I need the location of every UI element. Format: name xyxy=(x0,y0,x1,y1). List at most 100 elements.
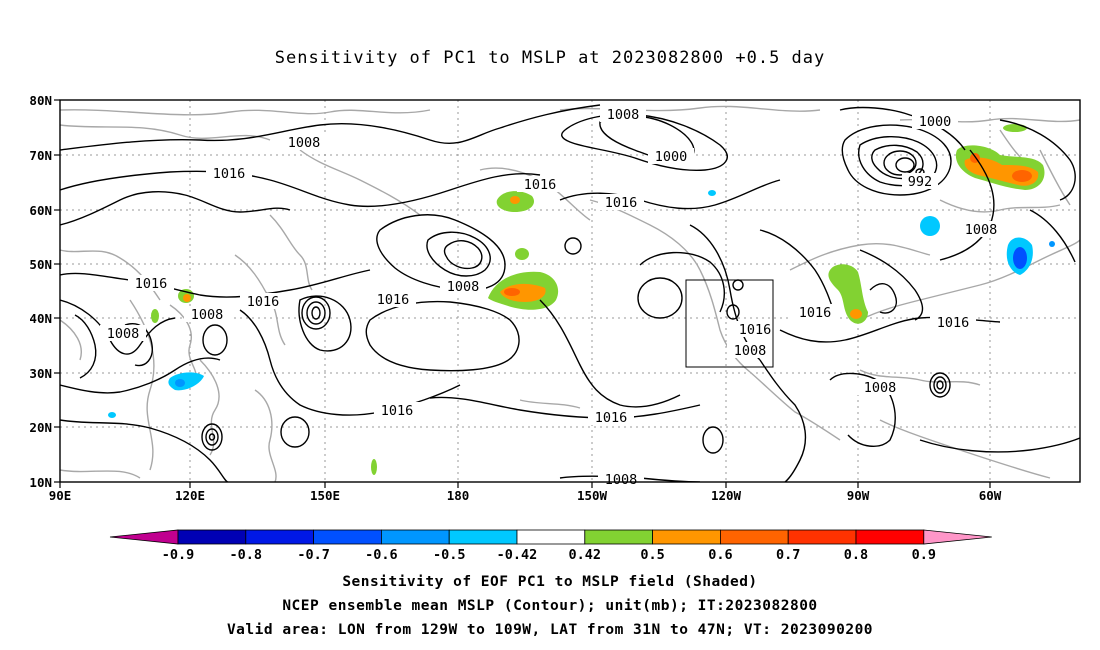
latitude-labels: 80N 70N 60N 50N 40N 30N 20N 10N xyxy=(29,93,52,490)
contour-label: 1008 xyxy=(184,306,230,323)
contour-label: 1008 xyxy=(958,221,1004,238)
colorbar-segment xyxy=(177,529,247,545)
svg-text:1000: 1000 xyxy=(919,114,952,130)
colorbar-label: 0.7 xyxy=(776,547,800,563)
map-frame-background xyxy=(60,100,1080,482)
svg-text:1016: 1016 xyxy=(937,315,970,331)
lon-label: 120W xyxy=(711,488,742,503)
colorbar-segment xyxy=(584,529,653,545)
colorbar-segment xyxy=(516,529,586,545)
contour-label: 1008 xyxy=(727,342,773,359)
svg-text:1016: 1016 xyxy=(247,294,280,310)
colorbar-segment xyxy=(448,529,518,545)
contour-label: 1016 xyxy=(240,293,286,310)
colorbar-label: 0.8 xyxy=(844,547,868,563)
contour-label: 1008 xyxy=(600,106,646,123)
lat-label: 60N xyxy=(29,203,52,218)
colorbar-segment xyxy=(787,529,857,545)
colorbar-label: -0.5 xyxy=(433,547,466,563)
colorbar-labels: -0.9 -0.8 -0.7 -0.6 -0.5 -0.42 0.42 0.5 … xyxy=(162,547,936,563)
svg-text:1008: 1008 xyxy=(965,222,998,238)
contour-labels: 1008 1016 1016 1008 1016 1016 1008 1016 … xyxy=(100,106,1004,488)
contour-label: 1016 xyxy=(732,321,778,338)
svg-text:1016: 1016 xyxy=(381,403,414,419)
svg-text:1008: 1008 xyxy=(605,472,638,488)
colorbar-segment xyxy=(652,529,721,545)
caption-line-1: Sensitivity of EOF PC1 to MSLP field (Sh… xyxy=(342,574,758,590)
lat-label: 70N xyxy=(29,148,52,163)
contour-label: 1016 xyxy=(128,275,174,292)
colorbar-label: 0.42 xyxy=(569,547,602,563)
contour-label: 1008 xyxy=(281,134,327,151)
map-title: Sensitivity of PC1 to MSLP at 2023082800… xyxy=(274,48,826,68)
contour-label: 1016 xyxy=(517,176,563,193)
colorbar-segment xyxy=(380,529,450,545)
svg-text:1016: 1016 xyxy=(605,195,638,211)
lat-label: 30N xyxy=(29,366,52,381)
valid-area-box xyxy=(685,279,774,368)
contour-label: 1016 xyxy=(206,165,252,182)
contour-label: 1016 xyxy=(370,291,416,308)
colorbar-label: -0.6 xyxy=(365,547,398,563)
contour-label: 1008 xyxy=(440,278,486,295)
contour-label: 992 xyxy=(902,173,938,190)
colorbar-label: 0.5 xyxy=(640,547,664,563)
svg-text:1008: 1008 xyxy=(107,326,140,342)
svg-text:1016: 1016 xyxy=(524,177,557,193)
contour-label: 1000 xyxy=(912,113,958,130)
svg-text:1016: 1016 xyxy=(377,292,410,308)
colorbar-label: -0.8 xyxy=(230,547,263,563)
colorbar-segment xyxy=(720,529,789,545)
contour-label: 1016 xyxy=(598,194,644,211)
colorbar-label: 0.6 xyxy=(708,547,732,563)
lon-label: 180 xyxy=(447,488,470,503)
lat-label: 20N xyxy=(29,420,52,435)
svg-text:1008: 1008 xyxy=(864,380,897,396)
contour-label: 1008 xyxy=(100,325,146,342)
caption-line-3: Valid area: LON from 129W to 109W, LAT f… xyxy=(226,622,874,638)
colorbar-label: -0.9 xyxy=(162,547,195,563)
colorbar-segment xyxy=(245,529,315,545)
svg-text:1000: 1000 xyxy=(655,149,688,165)
colorbar-extend-low xyxy=(109,529,179,545)
svg-text:1016: 1016 xyxy=(739,322,772,338)
lon-label: 60W xyxy=(979,488,1002,503)
lat-label: 40N xyxy=(29,311,52,326)
colorbar-segment xyxy=(855,529,925,545)
colorbar-label: -0.42 xyxy=(497,547,538,563)
lat-label: 50N xyxy=(29,257,52,272)
contour-label: 1016 xyxy=(792,304,838,321)
svg-text:1016: 1016 xyxy=(135,276,168,292)
contour-label: 1000 xyxy=(648,148,694,165)
svg-text:1008: 1008 xyxy=(288,135,321,151)
colorbar xyxy=(109,529,992,545)
colorbar-label: 0.9 xyxy=(912,547,936,563)
lon-label: 90E xyxy=(49,488,72,503)
contour-label: 1016 xyxy=(588,409,634,426)
colorbar-segment xyxy=(313,529,382,545)
lon-label: 150E xyxy=(310,488,340,503)
svg-text:1008: 1008 xyxy=(734,343,767,359)
lon-label: 150W xyxy=(577,488,608,503)
svg-text:1008: 1008 xyxy=(607,107,640,123)
contour-label: 1016 xyxy=(930,314,976,331)
lon-label: 120E xyxy=(175,488,205,503)
lat-label: 10N xyxy=(29,475,52,490)
lat-label: 80N xyxy=(29,93,52,108)
map-border xyxy=(59,99,1081,483)
colorbar-label: -0.7 xyxy=(297,547,330,563)
axis-ticks xyxy=(54,99,991,488)
colorbar-extend-high xyxy=(923,529,992,545)
svg-text:992: 992 xyxy=(908,174,932,190)
lon-label: 90W xyxy=(847,488,870,503)
svg-text:1008: 1008 xyxy=(447,279,480,295)
svg-text:1016: 1016 xyxy=(595,410,628,426)
longitude-labels: 90E 120E 150E 180 150W 120W 90W 60W xyxy=(49,488,1002,503)
caption-line-2: NCEP ensemble mean MSLP (Contour); unit(… xyxy=(282,598,818,614)
contour-label: 1008 xyxy=(598,472,644,488)
contour-label: 1008 xyxy=(857,379,903,396)
contour-label: 1016 xyxy=(374,402,420,419)
svg-text:1008: 1008 xyxy=(191,307,224,323)
svg-text:1016: 1016 xyxy=(213,166,246,182)
